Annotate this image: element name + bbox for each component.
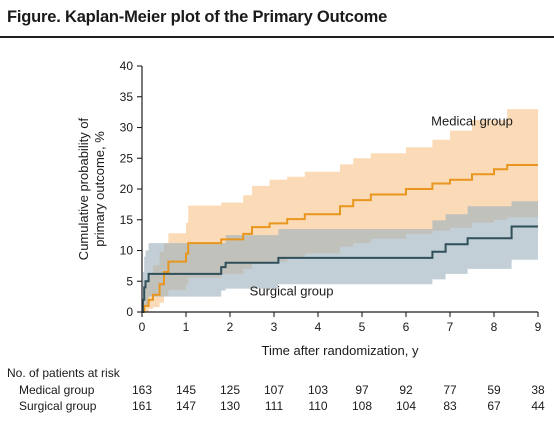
x-tick-label: 5 (359, 320, 366, 334)
risk-count: 163 (131, 383, 153, 397)
x-tick-label: 1 (183, 320, 190, 334)
risk-row-surgical-group: Surgical group 161 147 130 111 110 108 104 83 67 4… (7, 398, 554, 414)
axes: 0 5 10 15 20 25 30 35 40 0 1 2 3 4 5 6 7 8 9 (120, 59, 542, 334)
risk-count: 38 (531, 383, 545, 397)
y-tick-label: 25 (120, 151, 134, 165)
risk-count: 77 (443, 383, 457, 397)
risk-count: 103 (307, 383, 329, 397)
risk-table: No. of patients at risk Medical group 163… (7, 364, 554, 414)
risk-count: 104 (395, 399, 417, 413)
risk-count: 145 (175, 383, 197, 397)
medical-group-curve (142, 164, 538, 313)
chart-labels: Time after randomization, y Cumulative pr… (76, 113, 513, 358)
risk-row-medical-group: Medical group 163 145 125 107 103 97 92 77 59 38 (7, 382, 554, 398)
risk-count: 97 (355, 383, 369, 397)
y-tick-label: 5 (126, 274, 133, 288)
title-rule (0, 36, 554, 38)
risk-count: 83 (443, 399, 457, 413)
x-tick-label: 7 (447, 320, 454, 334)
risk-row-label: Medical group (19, 383, 95, 397)
x-tick-label: 6 (403, 320, 410, 334)
risk-table-header: No. of patients at risk (7, 366, 120, 380)
risk-count: 125 (219, 383, 241, 397)
y-tick-label: 0 (126, 305, 133, 319)
surgical-group-annotation: Surgical group (250, 284, 334, 299)
risk-count: 110 (308, 399, 328, 413)
risk-count: 161 (131, 399, 153, 413)
risk-count: 107 (263, 383, 285, 397)
kaplan-meier-chart: 0 5 10 15 20 25 30 35 40 0 1 2 3 4 5 6 7 8 9 Time after ra… (76, 59, 542, 358)
survival-curves (141, 164, 538, 313)
y-tick-label: 20 (120, 182, 134, 196)
surgical-group-curve (141, 225, 538, 313)
risk-count: 147 (175, 399, 197, 413)
risk-count: 130 (219, 399, 241, 413)
x-axis-label: Time after randomization, y (261, 343, 419, 358)
y-tick-label: 35 (120, 90, 134, 104)
y-tick-label: 40 (120, 59, 134, 73)
y-axis-label-line: Cumulative probability of (76, 117, 91, 260)
risk-count: 108 (351, 399, 373, 413)
risk-count: 59 (487, 383, 501, 397)
figure-title: Figure. Kaplan-Meier plot of the Primary… (7, 8, 388, 26)
x-tick-label: 2 (227, 320, 234, 334)
x-tick-label: 4 (315, 320, 322, 334)
y-tick-label: 30 (120, 121, 134, 135)
y-axis-label-line: primary outcome, % (92, 131, 107, 247)
x-tick-label: 0 (139, 320, 146, 334)
risk-count: 111 (264, 399, 284, 413)
y-tick-label: 15 (120, 213, 134, 227)
risk-count: 67 (487, 399, 501, 413)
medical-group-annotation: Medical group (431, 113, 513, 128)
x-tick-label: 3 (271, 320, 278, 334)
risk-row-label: Surgical group (19, 399, 97, 413)
surgical-group-ci-band (142, 176, 538, 312)
risk-count: 44 (531, 399, 545, 413)
y-tick-label: 10 (120, 244, 134, 258)
x-tick-label: 9 (535, 320, 542, 334)
risk-count: 92 (399, 383, 413, 397)
x-tick-label: 8 (491, 320, 498, 334)
